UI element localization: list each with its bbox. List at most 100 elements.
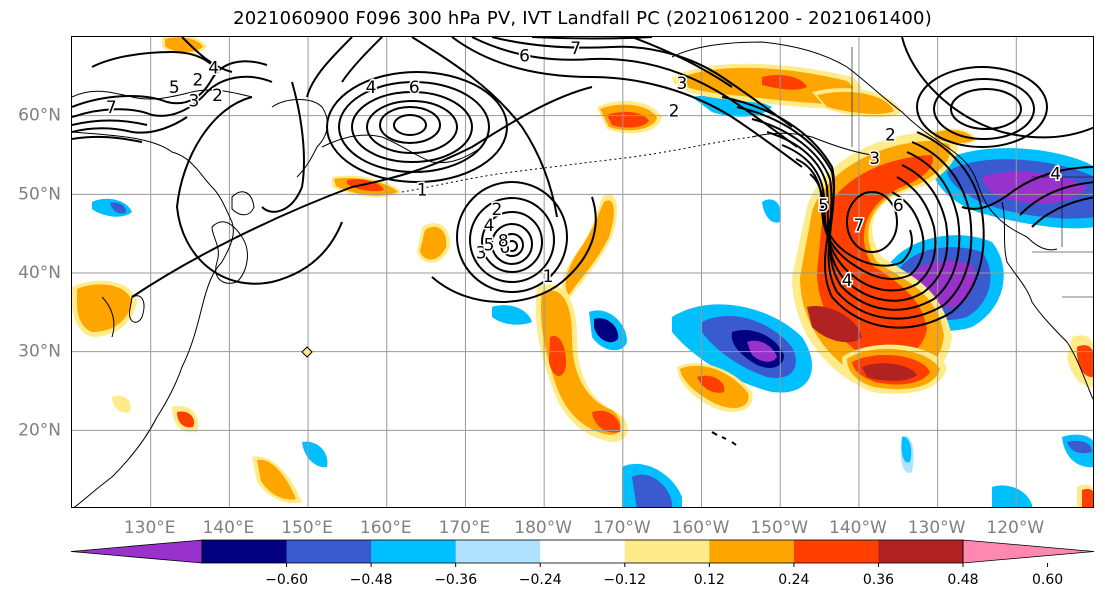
- pv-contour: [795, 158, 925, 280]
- longitude-labels: 130°E 140°E 150°E 160°E 170°E 180°W 170°W 160°W…: [124, 518, 1045, 538]
- pv-contour-label: 1: [543, 267, 554, 287]
- colorbar-min-extension: [70, 539, 203, 564]
- pv-contour-label: 2: [885, 125, 896, 145]
- pv-contour-label: 6: [409, 78, 420, 98]
- pv-contour: [481, 211, 543, 273]
- ivt-positive-region: [807, 306, 862, 343]
- pv-contour: [91, 50, 218, 73]
- ivt-positive-region: [77, 284, 132, 332]
- longitude-tick-label: 130°E: [124, 518, 176, 538]
- pv-contour-label: 6: [499, 238, 510, 258]
- longitude-tick-label: 140°W: [829, 518, 887, 538]
- colorbar-segment: [540, 540, 626, 563]
- pv-contour: [72, 119, 148, 126]
- pv-contour: [961, 166, 1093, 210]
- pv-contour-label: 5: [484, 235, 495, 255]
- pv-contour-label: 4: [484, 216, 495, 236]
- latitude-tick-label: 30°N: [18, 342, 61, 362]
- pv-contour: [1019, 181, 1093, 216]
- ivt-negative-region: [632, 474, 672, 507]
- colorbar-segment: [709, 540, 795, 563]
- ivt-negative-region: [92, 198, 132, 217]
- pv-contour-label: 3: [869, 149, 880, 169]
- pv-contour-label: 6: [519, 47, 530, 67]
- pv-contour-label: 5: [169, 78, 180, 98]
- colorbar-segment: [878, 540, 964, 563]
- pv-contour-label: 6: [893, 196, 904, 216]
- pv-contour-label: 7: [854, 216, 865, 236]
- pv-contour: [491, 37, 793, 128]
- pv-contour: [351, 91, 473, 163]
- pv-contour-label: 4: [1050, 165, 1061, 185]
- figure-title: 2021060900 F096 300 hPa PV, IVT Landfall…: [233, 8, 932, 29]
- pv-contour: [491, 223, 533, 265]
- pv-contour: [72, 116, 188, 134]
- ivt-positive-region: [347, 179, 384, 192]
- ivt-negative-region: [901, 436, 912, 463]
- colorbar-tick-label: 0.24: [778, 572, 809, 588]
- colorbar-segment: [286, 540, 372, 563]
- longitude-tick-label: 150°W: [750, 518, 808, 538]
- pv-contour-label: 3: [476, 243, 487, 263]
- ivt-negative-region: [110, 202, 127, 214]
- longitude-tick-label: 130°W: [908, 518, 966, 538]
- longitude-tick-label: 180°W: [514, 518, 572, 538]
- pv-contour: [809, 173, 913, 267]
- ivt-negative-region: [762, 199, 781, 223]
- pv-contour-label: 5: [818, 196, 829, 216]
- ivt-negative-region: [992, 485, 1032, 507]
- colorbar-tick-label: −0.60: [265, 572, 308, 588]
- pv-contour: [181, 37, 233, 73]
- latitude-tick-label: 60°N: [18, 106, 61, 126]
- ivt-positive-region: [697, 375, 725, 393]
- colorbar-tick-label: −0.12: [603, 572, 646, 588]
- ivt-negative-region: [302, 441, 328, 468]
- pv-contour-label: 7: [106, 98, 117, 118]
- pv-contour: [72, 75, 273, 118]
- longitude-tick-label: 170°E: [439, 518, 491, 538]
- colorbar-tick-label: 0.48: [947, 572, 978, 588]
- pv-contour: [451, 37, 803, 168]
- pv-contours: [72, 37, 1093, 329]
- pv-contour: [506, 240, 518, 252]
- pv-contour: [393, 114, 427, 136]
- pv-contour: [916, 66, 1048, 148]
- pv-contour: [72, 135, 143, 143]
- ivt-positive-region: [817, 91, 894, 114]
- ivt-positive-region: [112, 395, 131, 413]
- pv-contour: [950, 88, 1022, 130]
- colorbar-tick-label: −0.24: [519, 572, 562, 588]
- colorbar-outline: [201, 539, 964, 564]
- longitude-tick-label: 160°W: [672, 518, 730, 538]
- pv-contour-label: 4: [842, 271, 853, 291]
- pv-contour-label: 2: [492, 200, 503, 220]
- latitude-labels: 60°N 50°N 40°N 30°N 20°N: [18, 106, 61, 441]
- latitude-tick-label: 20°N: [18, 420, 61, 440]
- colorbar-segment: [371, 540, 457, 563]
- pv-contour-label: 2: [192, 70, 203, 90]
- pv-contour: [341, 37, 383, 83]
- colorbar-tick-label: −0.36: [434, 572, 477, 588]
- latitude-tick-label: 40°N: [18, 263, 61, 283]
- colorbar-segment: [624, 540, 710, 563]
- colorbar: −0.60 −0.48 −0.36 −0.24 −0.12 0.12 0.24 0.36 0.4…: [70, 539, 1095, 588]
- pv-contour-label: 4: [366, 78, 377, 98]
- pv-contour: [531, 37, 653, 40]
- pv-contour: [306, 37, 353, 98]
- pv-contour: [411, 37, 558, 218]
- pv-contour-label: 2: [212, 86, 223, 106]
- pv-contour: [781, 144, 937, 292]
- pv-contour: [366, 100, 458, 154]
- ivt-negative-region: [492, 305, 532, 325]
- pv-contour: [131, 86, 593, 298]
- pv-contour: [175, 96, 343, 285]
- pv-contour-label: 3: [676, 74, 687, 94]
- pv-contour: [469, 197, 555, 283]
- pv-contour-label: 7: [570, 39, 581, 59]
- colorbar-tick-label: 0.12: [694, 572, 725, 588]
- pv-contour: [261, 81, 305, 213]
- ivt-positive-region: [420, 226, 447, 260]
- pv-contour: [933, 78, 1035, 140]
- pv-contour: [72, 60, 268, 108]
